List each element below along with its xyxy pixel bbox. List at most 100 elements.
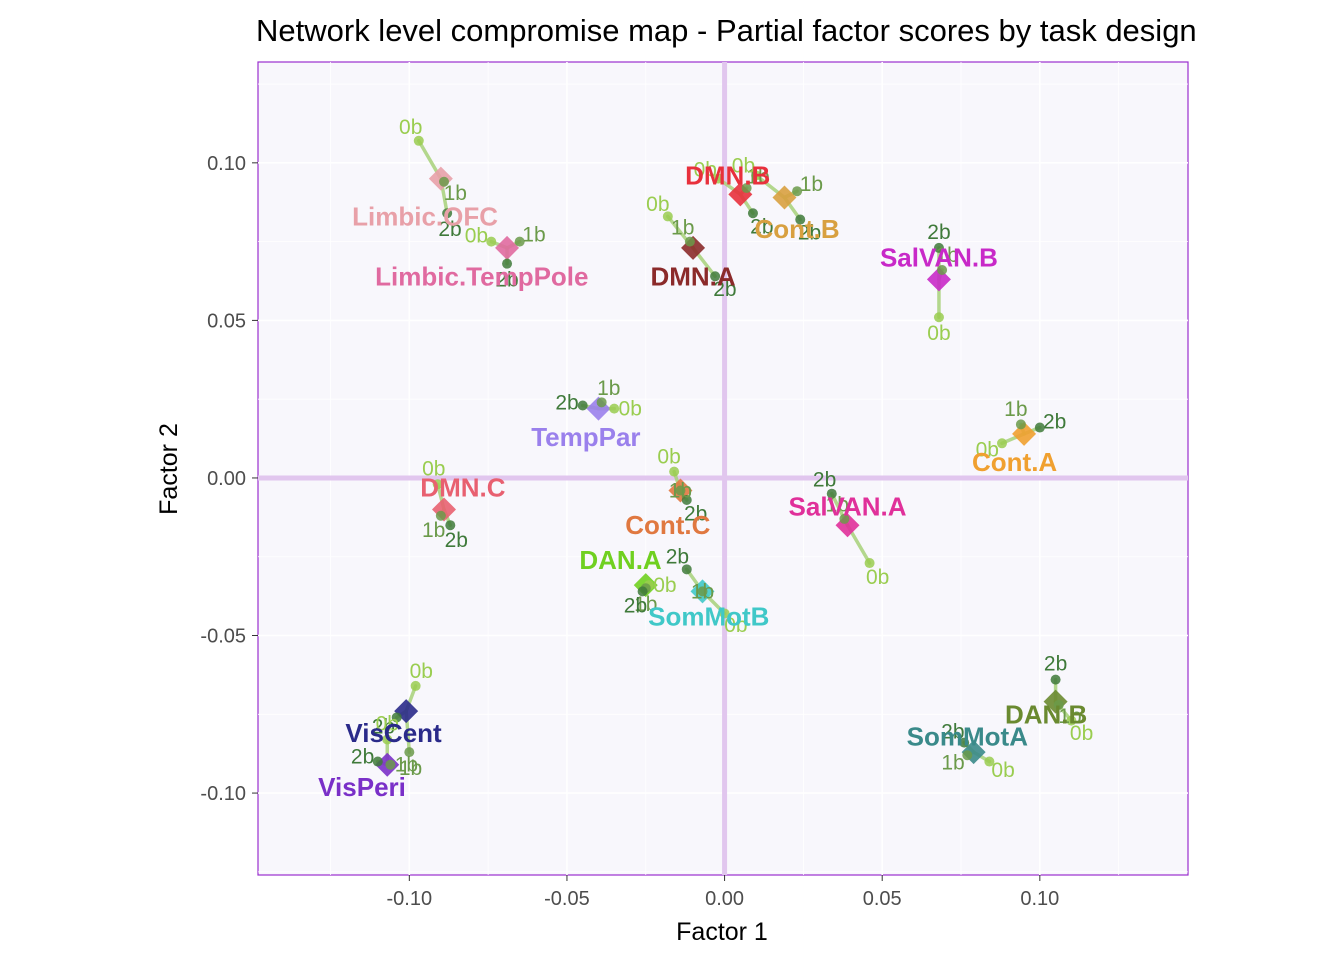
task-label: 1b: [1004, 398, 1027, 421]
x-axis-ticks: -0.10 -0.05 0.00 0.05 0.10: [387, 875, 1059, 910]
partial-point: [1066, 715, 1077, 726]
partial-point: [502, 258, 513, 269]
task-label: 1b: [691, 580, 714, 603]
task-label: 1b: [1058, 705, 1081, 728]
task-label: 0b: [619, 398, 642, 421]
task-label: 2b: [624, 595, 647, 618]
partial-point: [1050, 674, 1061, 685]
partial-point: [681, 564, 692, 575]
task-label: 2b: [1044, 653, 1067, 676]
task-label: 0b: [410, 660, 433, 683]
y-tick-label: -0.05: [200, 626, 246, 648]
task-label: 1b: [826, 494, 849, 517]
task-label: 0b: [976, 439, 999, 462]
task-label: 0b: [991, 759, 1014, 782]
network-labels: Limbic.OFC Limbic.TempPole DMN.B Cont.B DMN.…: [318, 160, 1087, 801]
task-label: 0b: [732, 155, 755, 178]
task-label: 2b: [438, 218, 461, 241]
task-label: 0b: [866, 566, 889, 589]
y-tick-label: 0.00: [207, 468, 246, 490]
x-tick-label: 0.00: [705, 888, 744, 910]
network-label: DMN.A: [650, 261, 735, 291]
x-tick-label: -0.05: [544, 888, 590, 910]
partial-point: [432, 479, 443, 490]
task-label: 0b: [646, 193, 669, 216]
y-axis-ticks: -0.10 -0.05 0.00 0.05 0.10: [200, 153, 258, 805]
partial-point: [1053, 699, 1064, 710]
x-axis-title: Factor 1: [676, 918, 768, 946]
task-label: 2b: [750, 216, 773, 239]
task-label: 0b: [376, 713, 399, 736]
partial-point: [997, 438, 1007, 449]
y-tick-label: -0.10: [200, 783, 246, 805]
task-label: 2b: [813, 468, 836, 491]
y-axis-title: Factor 2: [155, 423, 183, 515]
network-label: Limbic.OFC: [352, 201, 498, 231]
task-label: 2b: [555, 391, 578, 414]
network-label: Cont.B: [754, 214, 839, 244]
task-label: 1b: [399, 757, 422, 780]
partial-point: [741, 183, 752, 194]
partial-point: [681, 495, 692, 506]
network-label: DAN.B: [1005, 699, 1087, 729]
network-label: TempPar: [531, 422, 640, 452]
network-label: Limbic.TempPole: [375, 261, 588, 291]
partial-point: [385, 759, 396, 770]
network-label: SomMotB: [648, 602, 769, 632]
y-tick-label: 0.05: [207, 310, 246, 332]
partial-point: [514, 236, 525, 247]
network-label: Cont.A: [972, 447, 1057, 477]
partial-point: [445, 520, 456, 531]
partial-point: [1015, 419, 1026, 430]
task-label: 2b: [941, 720, 964, 743]
partial-point: [713, 173, 724, 184]
partial-point: [609, 403, 620, 414]
network-center-marker: [495, 235, 520, 260]
task-label: 2b: [351, 746, 374, 769]
task-label: 1b: [395, 754, 418, 777]
task-label: 2b: [798, 222, 821, 245]
partial-point: [751, 170, 762, 181]
partial-point: [937, 264, 948, 275]
y-tick-label: 0.10: [207, 153, 246, 175]
task-label: 1b: [800, 173, 823, 196]
task-label: 2b: [1043, 411, 1066, 434]
partial-point: [372, 756, 383, 767]
partial-point: [404, 747, 415, 758]
task-label: 1b: [522, 223, 545, 246]
network-label: SomMotA: [907, 721, 1029, 751]
partial-points: [372, 135, 1077, 770]
partial-point: [442, 208, 453, 219]
task-label: 1b: [671, 216, 694, 239]
partial-point: [637, 586, 648, 597]
task-label: 0b: [465, 225, 488, 248]
partial-point: [959, 737, 970, 748]
network-label: DMN.C: [420, 472, 505, 502]
x-tick-label: 0.10: [1020, 888, 1059, 910]
partial-point: [439, 176, 449, 187]
network-label: VisPeri: [318, 772, 406, 802]
partial-point: [747, 208, 758, 219]
origin-lines: [258, 62, 1188, 875]
task-label: 2b: [713, 278, 736, 301]
task-label: 2b: [684, 502, 707, 525]
partial-point: [933, 242, 944, 253]
partial-point: [795, 214, 806, 225]
task-label: 0b: [1070, 722, 1093, 745]
network-label: Cont.C: [625, 510, 710, 540]
network-label: DAN.A: [579, 545, 662, 575]
network-label: DMN.B: [685, 160, 770, 190]
partial-point: [710, 271, 721, 282]
network-label: VisCent: [345, 718, 442, 748]
partial-point: [839, 513, 850, 524]
partial-point: [1034, 422, 1045, 433]
partial-point: [662, 211, 673, 222]
task-label: 2b: [495, 269, 518, 292]
task-label: 1b: [941, 751, 964, 774]
partial-point: [410, 680, 421, 691]
partial-point: [382, 734, 393, 745]
partial-point: [826, 488, 837, 499]
task-label: 1b: [444, 182, 467, 205]
